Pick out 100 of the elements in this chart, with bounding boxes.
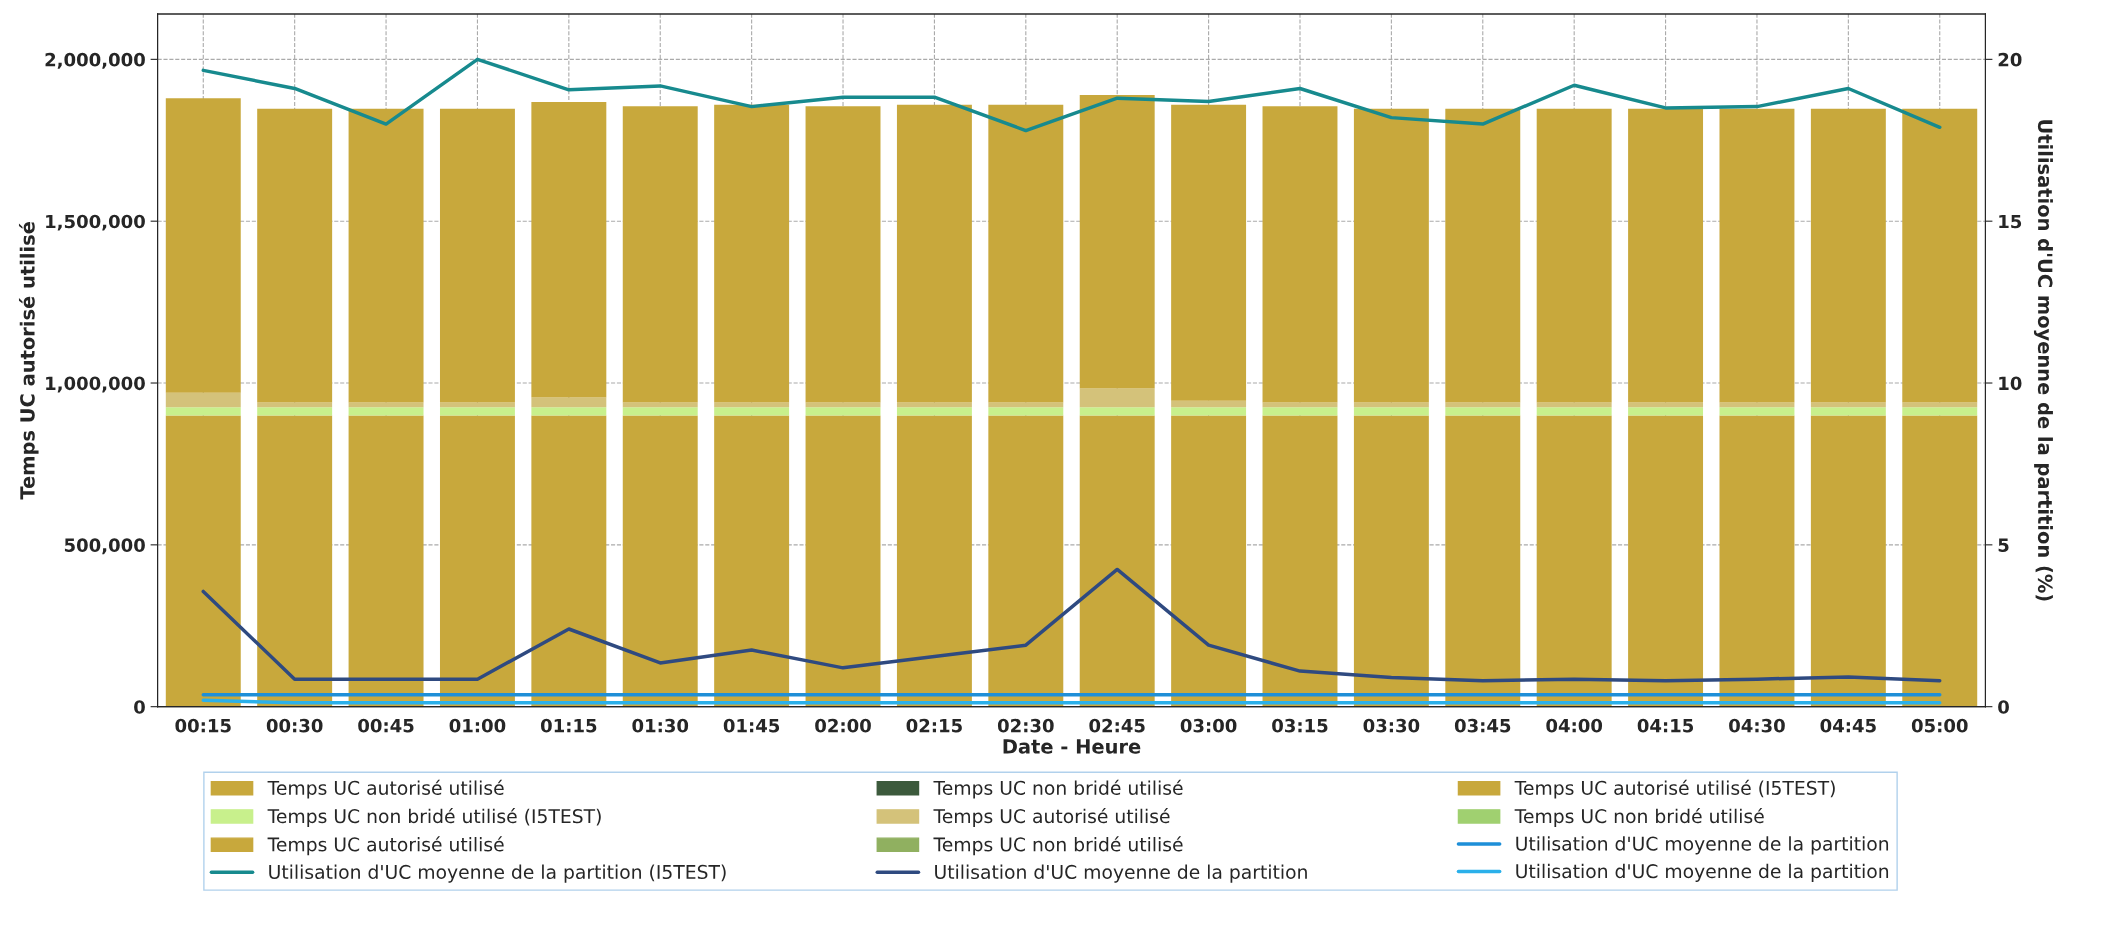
legend-label: Utilisation d'UC moyenne de la partition (I5TEST) xyxy=(269,864,726,883)
bar xyxy=(988,407,1064,416)
bar xyxy=(1079,388,1155,408)
bar xyxy=(531,102,607,398)
x-axis-title: Date - Heure xyxy=(1003,739,1141,754)
bar xyxy=(1445,407,1521,416)
bar xyxy=(439,108,515,403)
legend-label: Utilisation d'UC moyenne de la partition xyxy=(935,864,1307,883)
bar xyxy=(714,407,790,416)
x-tick-label: 02:15 xyxy=(906,718,962,733)
y2-tick-label: 20 xyxy=(1998,52,2022,67)
bar xyxy=(1262,106,1338,403)
bar xyxy=(1171,407,1247,416)
bar xyxy=(1902,415,1978,707)
x-tick-label: 00:45 xyxy=(358,718,414,733)
x-tick-label: 00:15 xyxy=(175,718,231,733)
bar xyxy=(348,108,424,403)
bar xyxy=(257,415,333,707)
y-tick-label: 0 xyxy=(134,700,145,714)
bar xyxy=(1079,415,1155,707)
y2-axis-title: Utilisation d'UC moyenne de la partition (%) xyxy=(2033,120,2053,601)
bar xyxy=(439,415,515,707)
legend-label: Temps UC non bridé utilisé (I5TEST) xyxy=(267,807,601,827)
bar xyxy=(622,106,698,403)
x-tick-label: 03:00 xyxy=(1180,718,1237,733)
bar xyxy=(1171,400,1247,408)
bar xyxy=(1628,415,1704,707)
bar xyxy=(1810,402,1886,408)
bar xyxy=(1353,402,1429,408)
bar xyxy=(1810,407,1886,416)
bar xyxy=(439,402,515,408)
bar xyxy=(805,415,881,707)
x-tick-label: 03:30 xyxy=(1363,718,1420,733)
x-tick-label: 00:30 xyxy=(266,718,323,733)
bar xyxy=(714,104,790,403)
bar xyxy=(1079,94,1155,389)
bar xyxy=(439,407,515,416)
x-tick-label: 01:45 xyxy=(723,718,780,733)
bar xyxy=(348,415,424,707)
bar xyxy=(531,397,607,408)
bar xyxy=(1536,415,1612,707)
bar xyxy=(1536,407,1612,416)
x-tick-label: 02:00 xyxy=(815,718,871,733)
bar xyxy=(1171,415,1247,707)
bar xyxy=(1810,415,1886,707)
bar xyxy=(257,402,333,408)
line-series xyxy=(201,567,1942,683)
bar xyxy=(805,407,881,416)
legend-label: Temps UC autorisé utilisé xyxy=(267,779,504,799)
bar xyxy=(165,407,241,416)
bar xyxy=(1262,407,1338,416)
bar xyxy=(622,402,698,408)
bar xyxy=(622,407,698,416)
bar xyxy=(1902,402,1978,408)
y-tick-label: 2,000,000 xyxy=(45,52,145,69)
x-tick-label: 02:45 xyxy=(1089,718,1145,733)
line-series xyxy=(201,57,1942,133)
bar xyxy=(896,402,972,408)
x-tick-label: 04:30 xyxy=(1729,718,1785,733)
legend-label: Temps UC non bridé utilisé xyxy=(1514,807,1764,827)
bar xyxy=(1445,415,1521,707)
bar xyxy=(714,415,790,707)
legend-label: Temps UC autorisé utilisé xyxy=(933,807,1170,827)
bar xyxy=(165,98,241,393)
x-tick-label: 05:00 xyxy=(1911,718,1968,733)
bar xyxy=(531,407,607,416)
legend-label: Utilisation d'UC moyenne de la partition xyxy=(1516,836,1889,855)
y-tick-label: 500,000 xyxy=(64,538,145,555)
bar xyxy=(1628,402,1704,408)
bar xyxy=(988,402,1064,408)
bar xyxy=(1079,407,1155,416)
legend-label: Temps UC non bridé utilisé xyxy=(933,836,1183,856)
x-tick-label: 01:15 xyxy=(540,718,597,733)
legend-label: Temps UC non bridé utilisé xyxy=(933,779,1183,799)
legend-label: Temps UC autorisé utilisé (I5TEST) xyxy=(1514,779,1835,799)
bar xyxy=(257,108,333,403)
bar xyxy=(896,407,972,416)
bar xyxy=(1719,415,1795,707)
x-tick-label: 03:45 xyxy=(1454,718,1511,733)
bar xyxy=(896,104,972,403)
bar xyxy=(805,402,881,408)
bar xyxy=(1902,108,1978,403)
y2-tick-label: 10 xyxy=(1999,376,2022,391)
bar xyxy=(1628,108,1704,403)
bar xyxy=(1902,407,1978,416)
bar xyxy=(531,415,607,707)
bar xyxy=(257,407,333,416)
bar xyxy=(1353,108,1429,403)
bar xyxy=(165,392,241,408)
bar xyxy=(348,407,424,416)
x-tick-label: 04:00 xyxy=(1546,718,1603,733)
y2-tick-label: 15 xyxy=(1999,214,2022,229)
x-tick-label: 01:00 xyxy=(449,718,506,733)
bar xyxy=(1719,407,1795,416)
bar xyxy=(896,415,972,707)
bar xyxy=(165,415,241,707)
x-tick-label: 04:45 xyxy=(1820,718,1876,733)
bar xyxy=(714,402,790,408)
bar xyxy=(1810,108,1886,403)
bar xyxy=(1262,415,1338,707)
